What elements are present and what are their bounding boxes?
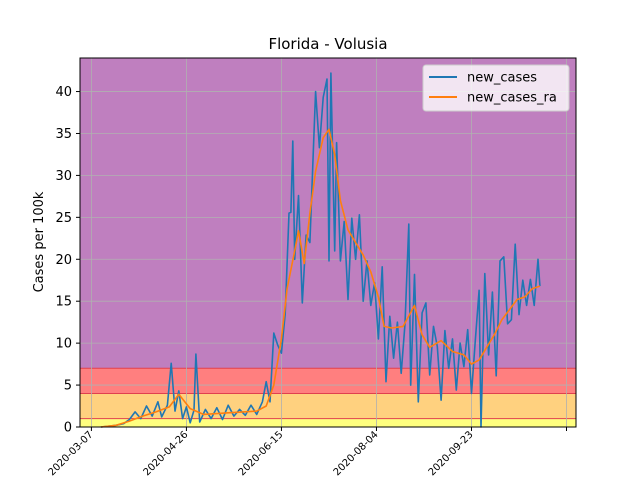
series-line-new_cases_ra	[100, 128, 541, 428]
y-tick-label-5: 5	[64, 379, 72, 394]
x-tick-label-4: 2020-09-23	[427, 429, 476, 478]
red-band	[80, 368, 576, 394]
x-tick-label-1: 2020-04-26	[142, 429, 191, 478]
orange-band	[80, 393, 576, 419]
y-tick-label-25: 25	[55, 211, 72, 226]
y-tick-label-40: 40	[55, 85, 72, 100]
series-lines	[100, 72, 541, 428]
x-tick-label-0: 2020-03-07	[47, 429, 96, 478]
y-tick-label-15: 15	[55, 295, 72, 310]
y-axis-ticks: 0 5 10 15 20 25 30 35 40	[55, 85, 80, 436]
legend-label-new_cases_ra: new_cases_ra	[467, 91, 557, 106]
y-tick-label-20: 20	[55, 253, 72, 268]
legend-label-new_cases: new_cases	[467, 71, 537, 86]
y-axis-label: Cases per 100k	[32, 191, 47, 292]
yellow-band	[80, 418, 576, 427]
legend-box	[422, 64, 570, 112]
y-tick-label-35: 35	[55, 127, 72, 142]
plot-frame	[79, 57, 577, 428]
chart-title: Florida - Volusia	[268, 35, 387, 53]
y-tick-label-0: 0	[64, 421, 72, 436]
y-tick-label-10: 10	[55, 337, 72, 352]
x-tick-label-2: 2020-06-15	[237, 429, 286, 478]
x-tick-label-3: 2020-08-04	[332, 429, 381, 478]
series-line-new_cases	[100, 72, 541, 428]
x-axis-ticks: 2020-03-07 2020-04-26 2020-06-15 2020-08-04…	[47, 427, 567, 478]
legend: new_cases new_cases_ra	[422, 64, 570, 112]
y-tick-label-30: 30	[55, 169, 72, 184]
